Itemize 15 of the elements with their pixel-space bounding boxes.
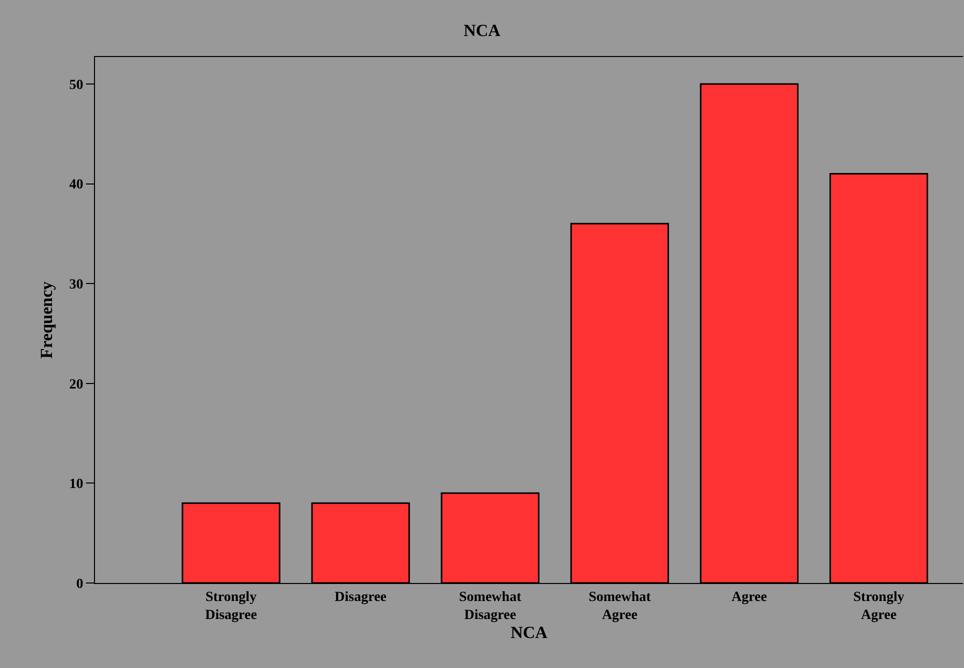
y-axis-title: Frequency [36, 280, 56, 359]
x-tick-label: Strongly Agree [853, 590, 904, 623]
chart-title: NCA [464, 21, 502, 40]
y-tick-label: 30 [69, 277, 84, 292]
x-tick-label: Disagree [334, 590, 386, 605]
x-axis-title: NCA [510, 623, 548, 642]
x-tick-label: Agree [731, 590, 767, 605]
y-tick-label: 50 [69, 78, 84, 93]
y-tick-label: 40 [69, 178, 84, 193]
x-tick-label: Strongly Disagree [205, 590, 257, 623]
x-tick-label: Somewhat Disagree [459, 590, 522, 623]
y-tick-label: 10 [69, 477, 84, 492]
x-tick-label: Somewhat Agree [588, 590, 652, 623]
y-tick-label: 0 [76, 576, 84, 592]
y-tick-label: 20 [69, 377, 84, 392]
